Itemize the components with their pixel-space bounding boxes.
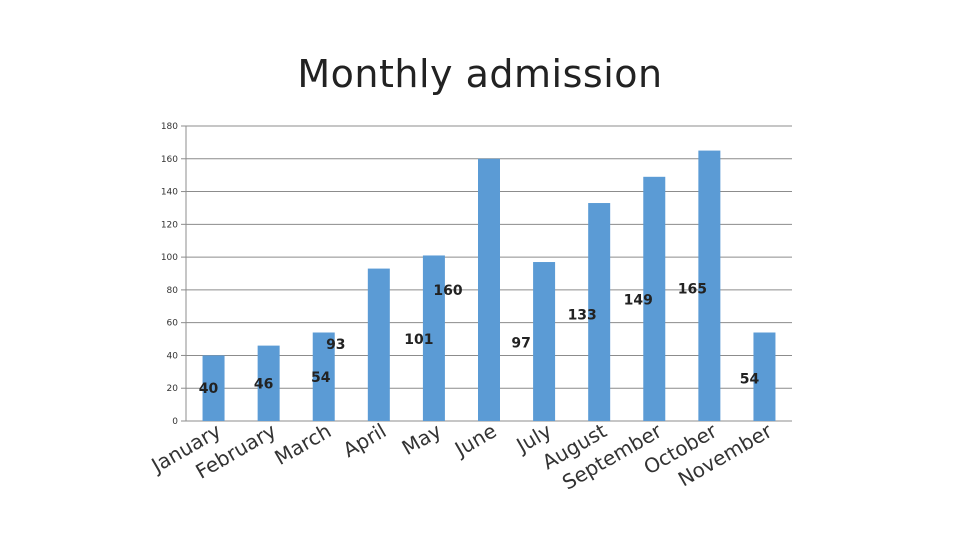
ytick-label-9: 180: [161, 122, 178, 132]
bar-7: [588, 203, 611, 421]
data-label-2: 54: [311, 370, 331, 386]
ytick-label-1: 20: [167, 384, 179, 394]
ytick-label-7: 140: [161, 188, 178, 198]
data-label-10: 54: [740, 371, 760, 387]
xtick-label-4: May: [398, 418, 446, 460]
ytick-label-2: 40: [167, 351, 179, 361]
data-label-0: 40: [199, 381, 219, 397]
y-axis-ticks: 0 20 40 60 80 100 120 140 160 180: [161, 122, 178, 427]
data-label-8: 149: [624, 293, 653, 309]
bar-2: [312, 332, 335, 421]
data-label-3: 93: [326, 337, 345, 353]
bar-1: [257, 345, 280, 421]
bar-6: [533, 262, 556, 421]
data-labels: 40 46 54 93 101 160 97 133 149 165 54: [199, 281, 760, 397]
bar-3: [367, 268, 390, 421]
ytick-label-8: 160: [161, 155, 178, 165]
xtick-label-2: March: [270, 419, 335, 470]
ytick-label-3: 60: [167, 319, 179, 329]
bar-9: [698, 150, 721, 422]
bar-0: [202, 355, 225, 421]
ytick-label-6: 120: [161, 220, 178, 230]
bars: [202, 150, 776, 422]
bar-8: [643, 176, 666, 421]
data-label-6: 97: [511, 335, 530, 351]
data-label-9: 165: [678, 281, 707, 297]
bar-4: [422, 255, 445, 421]
chart-title: Monthly admission: [297, 52, 663, 96]
bar-10: [753, 332, 776, 421]
ytick-label-0: 0: [172, 417, 178, 427]
bar-5: [478, 158, 500, 421]
xtick-label-3: April: [339, 419, 391, 463]
ytick-label-5: 100: [161, 253, 178, 263]
data-label-5: 160: [433, 283, 462, 299]
data-label-4: 101: [404, 332, 433, 348]
xtick-label-5: June: [449, 419, 500, 463]
data-label-1: 46: [254, 376, 273, 392]
ytick-label-4: 80: [167, 286, 179, 296]
data-label-7: 133: [568, 307, 597, 323]
